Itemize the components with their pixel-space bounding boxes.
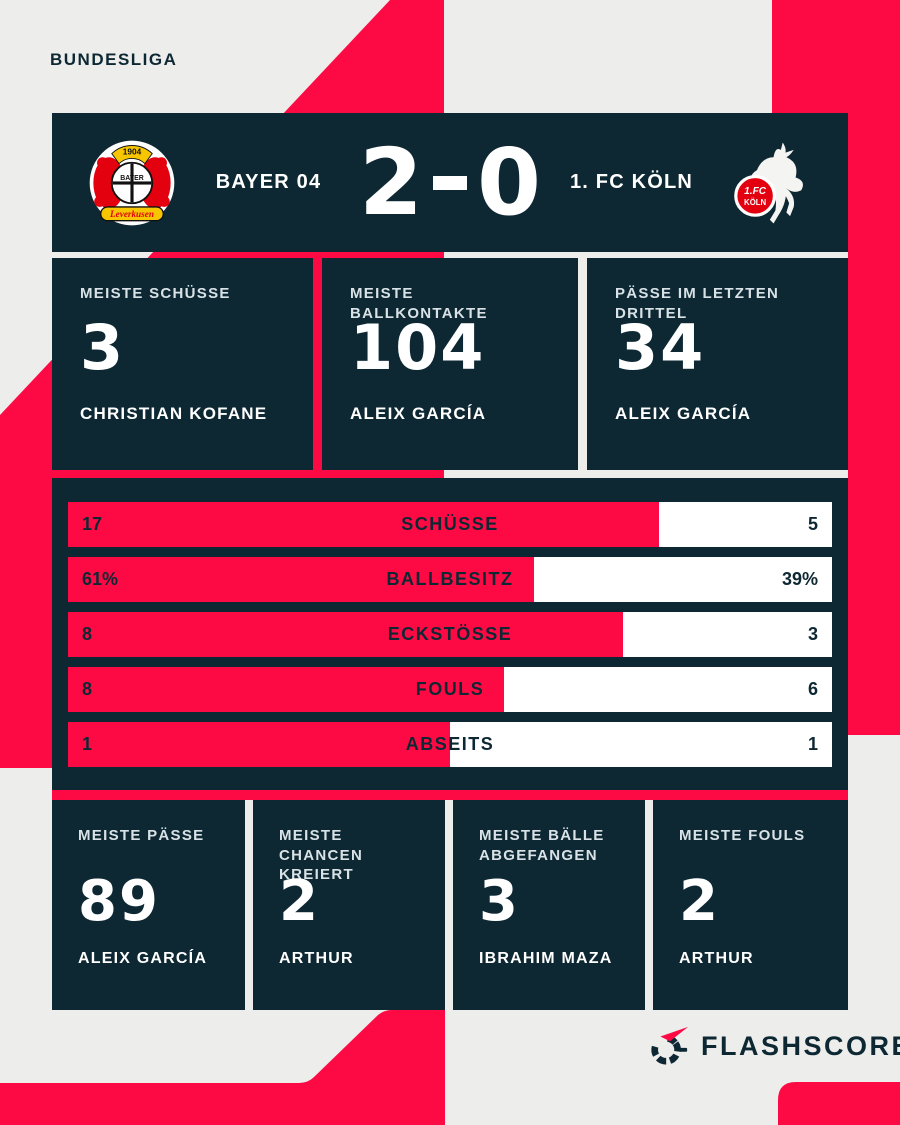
stat-label: MEISTE FOULS [679, 827, 806, 844]
bar-row-shots: 17 SCHÜSSE 5 [68, 502, 832, 547]
bar-label: ABSEITS [405, 734, 495, 754]
card-most-chances-created: MEISTE CHANCEN KREIERT 2 ARTHUR [253, 800, 445, 1010]
home-value: 1 [82, 734, 93, 754]
flashscore-brand: FLASHSCORE [648, 1024, 900, 1068]
bar-row-possession: 61% BALLBESITZ 39% [68, 557, 832, 602]
svg-text:1.FC: 1.FC [744, 186, 767, 197]
score-header: 1904 BAYER Leverkusen BAYER 04 2 0 1. FC… [52, 113, 848, 252]
card-most-fouls: MEISTE FOULS 2 ARTHUR [653, 800, 848, 1010]
bar-label: SCHÜSSE [401, 514, 499, 534]
home-team-crest: 1904 BAYER Leverkusen [89, 140, 175, 225]
home-bar-segment [68, 502, 659, 547]
away-bar-segment [623, 612, 832, 657]
score-dash [433, 175, 467, 190]
bar-label: ECKSTÖSSE [387, 624, 513, 644]
home-value: 17 [82, 514, 103, 534]
svg-text:BAYER: BAYER [120, 175, 144, 182]
score: 2 0 [358, 128, 542, 236]
stat-player: ALEIX GARCÍA [615, 404, 752, 423]
stat-player: CHRISTIAN KOFANE [80, 404, 268, 423]
stat-label: MEISTE PÄSSE [78, 827, 205, 844]
card-most-passes-final-third: PÄSSE IM LETZTEN DRITTEL 34 ALEIX GARCÍA [587, 258, 848, 470]
team-comparison-panel: 17 SCHÜSSE 5 61% BALLBESITZ 39% 8 ECKSTÖ… [52, 478, 848, 790]
brand-name: FLASHSCORE [701, 1030, 900, 1061]
svg-text:KÖLN: KÖLN [744, 198, 766, 207]
stat-player: ARTHUR [679, 950, 754, 967]
stat-value: 3 [479, 869, 520, 934]
stat-value: 2 [279, 869, 320, 934]
stat-value: 3 [80, 311, 126, 384]
card-most-interceptions: MEISTE BÄLLE ABGEFANGEN 3 IBRAHIM MAZA [453, 800, 645, 1010]
card-most-shots: MEISTE SCHÜSSE 3 CHRISTIAN KOFANE [52, 258, 313, 470]
stat-label: MEISTE SCHÜSSE [80, 285, 231, 302]
away-value: 5 [807, 514, 818, 534]
bar-row-fouls: 8 FOULS 6 [68, 667, 832, 712]
stat-label: MEISTE BALLKONTAKTE [350, 285, 488, 322]
away-bar-segment [504, 667, 832, 712]
stat-label: MEISTE CHANCEN KREIERT [279, 827, 364, 883]
stat-player: ALEIX GARCÍA [350, 404, 487, 423]
stat-player: ARTHUR [279, 950, 354, 967]
away-value: 3 [807, 624, 818, 644]
away-bar-segment [450, 722, 832, 767]
home-value: 8 [82, 679, 93, 699]
bottom-right-shape [778, 1082, 900, 1125]
stat-value: 104 [350, 311, 486, 384]
away-team-name: 1. FC KÖLN [569, 171, 694, 193]
stat-player: IBRAHIM MAZA [479, 950, 613, 967]
away-value: 39% [781, 569, 818, 589]
away-bar-segment [534, 557, 832, 602]
card-most-passes: MEISTE PÄSSE 89 ALEIX GARCÍA [52, 800, 245, 1010]
home-score: 2 [358, 128, 423, 236]
away-score: 0 [477, 128, 542, 236]
bar-label: FOULS [415, 679, 485, 699]
card-most-touches: MEISTE BALLKONTAKTE 104 ALEIX GARCÍA [322, 258, 578, 470]
right-edge-band [848, 113, 900, 735]
home-bar-segment [68, 557, 535, 602]
svg-text:Leverkusen: Leverkusen [109, 209, 154, 219]
away-value: 1 [807, 734, 818, 754]
home-value: 61% [82, 569, 119, 589]
svg-text:1904: 1904 [123, 147, 142, 156]
stat-label: MEISTE BÄLLE ABGEFANGEN [479, 827, 605, 864]
stat-player: ALEIX GARCÍA [78, 950, 208, 967]
bar-label: BALLBESITZ [386, 569, 514, 589]
mid-bottom-strip [52, 790, 848, 800]
home-bar-segment [68, 722, 450, 767]
away-team-crest: 1.FC KÖLN [734, 142, 803, 223]
stat-value: 2 [679, 869, 720, 934]
bar-row-offsides: 1 ABSEITS 1 [68, 722, 832, 767]
home-team-name: BAYER 04 [215, 171, 322, 193]
away-value: 6 [807, 679, 818, 699]
home-bar-segment [68, 612, 624, 657]
flashscore-icon [651, 1026, 689, 1065]
bar-row-corners: 8 ECKSTÖSSE 3 [68, 612, 832, 657]
home-bar-segment [68, 667, 505, 712]
away-bar-segment [658, 502, 832, 547]
home-value: 8 [82, 624, 93, 644]
league-title: BUNDESLIGA [50, 50, 178, 69]
bottom-left-shape [0, 1010, 445, 1125]
top-right-block [772, 0, 900, 113]
stat-value: 34 [615, 311, 706, 384]
stat-label: PÄSSE IM LETZTEN DRITTEL [615, 285, 780, 322]
stat-value: 89 [78, 869, 160, 934]
